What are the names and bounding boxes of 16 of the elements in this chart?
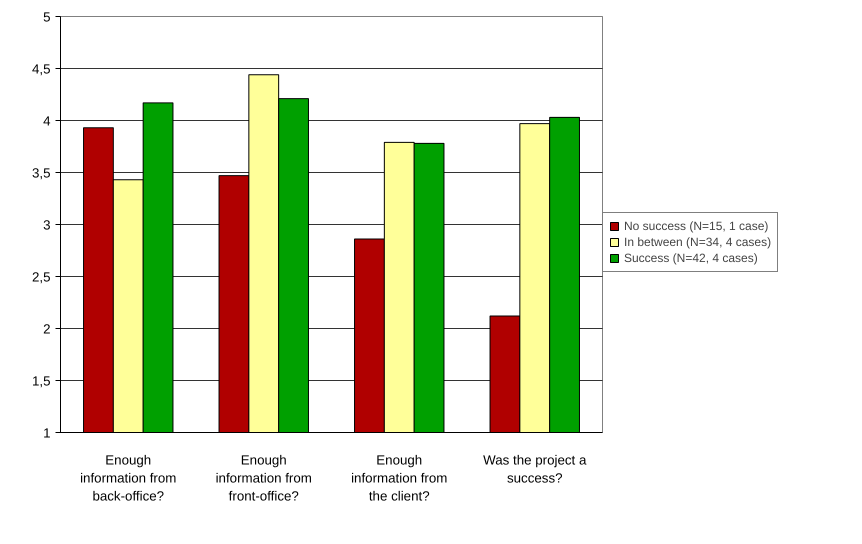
x-tick-label: Enough information from back-office?: [80, 452, 176, 504]
y-tick-label: 4: [43, 114, 52, 128]
y-tick-label: 2: [43, 322, 51, 336]
y-tick-label: 3,5: [32, 166, 51, 180]
y-tick-label: 4,5: [32, 62, 51, 76]
legend-label: Success (N=42, 4 cases): [624, 251, 758, 265]
legend-label: No success (N=15, 1 case): [624, 219, 768, 233]
y-tick-label: 5: [43, 10, 51, 24]
y-tick-label: 1: [43, 426, 51, 440]
x-tick-label: Was the project a success?: [483, 452, 587, 486]
y-tick-label: 1,5: [32, 374, 51, 388]
y-tick-label: 2,5: [32, 270, 51, 284]
y-tick-label: 3: [43, 218, 51, 232]
x-tick-label: Enough information from the client?: [351, 452, 448, 504]
legend-label: In between (N=34, 4 cases): [624, 235, 772, 249]
x-tick-label: Enough information from front-office?: [216, 452, 312, 504]
